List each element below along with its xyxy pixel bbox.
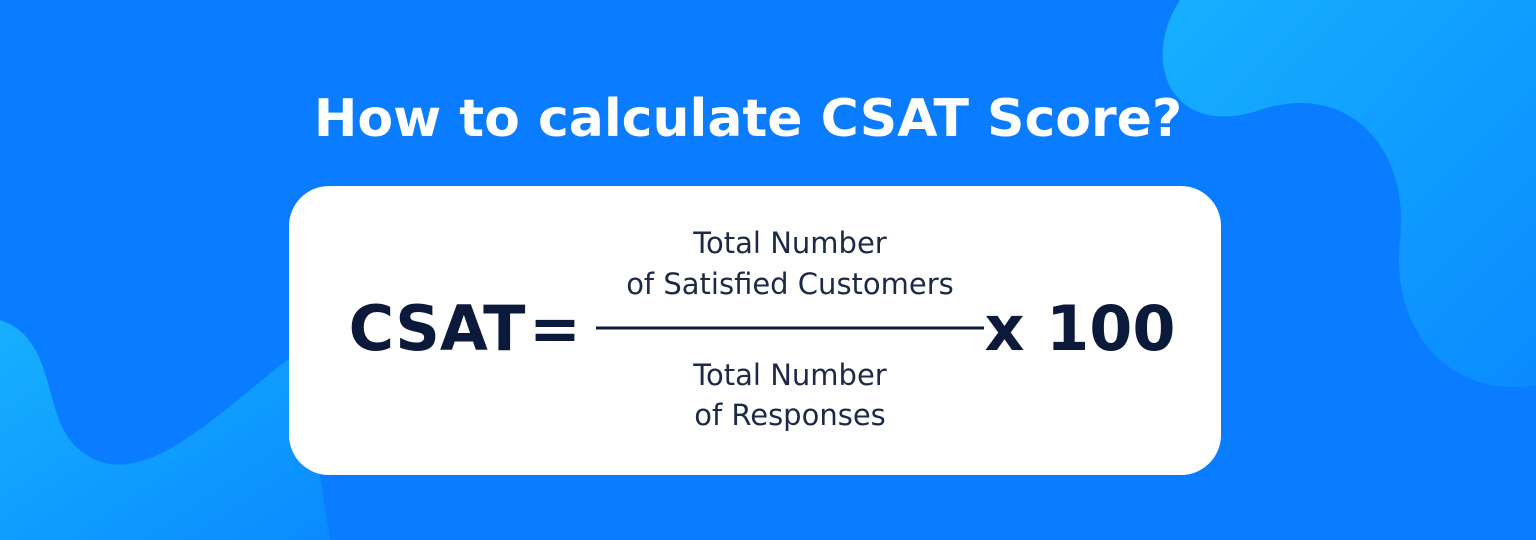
decor-blob	[0, 320, 330, 540]
denominator: Total Number	[692, 358, 887, 392]
numerator: Total Number	[692, 226, 887, 260]
formula-lhs: CSAT	[349, 292, 526, 365]
formula-card	[289, 186, 1221, 475]
multiplier: x 100	[985, 292, 1176, 365]
denominator: of Responses	[694, 398, 886, 432]
decor-blob	[1162, 0, 1536, 388]
numerator: of Satisfied Customers	[626, 267, 954, 301]
formula-equals: =	[529, 292, 581, 365]
title: How to calculate CSAT Score?	[314, 89, 1182, 149]
